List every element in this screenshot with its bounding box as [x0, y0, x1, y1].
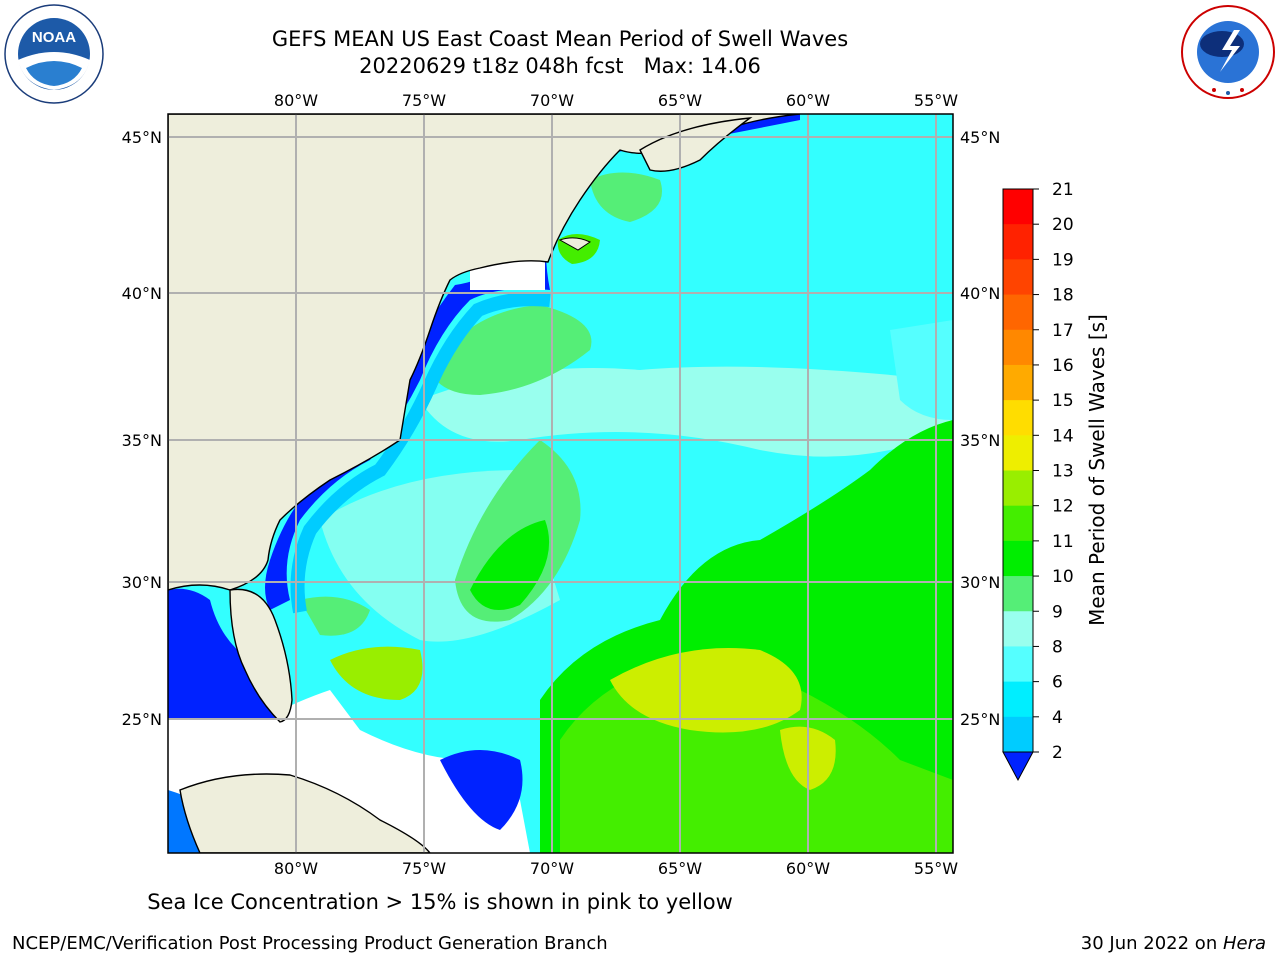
colorbar-segment [1003, 576, 1033, 612]
lat-label-left-4: 25°N [122, 710, 162, 729]
colorbar-tick-label: 18 [1052, 286, 1074, 306]
colorbar-tick-label: 4 [1052, 708, 1063, 728]
land-north-america [168, 114, 801, 591]
title-line-1: GEFS MEAN US East Coast Mean Period of S… [271, 27, 849, 51]
field-green-gulfmaine [590, 172, 662, 222]
noaa-text: NOAA [32, 29, 76, 46]
colorbar-tick-label: 17 [1052, 321, 1074, 341]
colorbar-segment [1003, 681, 1033, 718]
colorbar-segment [1003, 716, 1033, 753]
field-band-8s [420, 366, 953, 457]
footer-date: 30 Jun 2022 on Hera [1081, 933, 1266, 954]
colorbar-segment [1003, 611, 1033, 647]
lat-label-left-3: 30°N [122, 573, 162, 592]
field-blue-hispaniola [440, 750, 523, 830]
colorbar-tick-label: 21 [1052, 180, 1074, 200]
lon-label-top-3: 65°W [658, 91, 702, 110]
colorbar [1002, 188, 1034, 782]
colorbar-tick-label: 11 [1052, 532, 1074, 552]
colorbar-tick-label: 13 [1052, 462, 1074, 482]
colorbar-segment [1003, 435, 1033, 471]
title-line-2: 20220629 t18z 048h fcst Max: 14.06 [359, 54, 761, 78]
land-cuba [179, 773, 431, 853]
nws-logo-icon [1181, 5, 1275, 99]
colorbar-segment [1003, 470, 1033, 507]
lat-label-right-0: 45°N [960, 128, 1000, 147]
colorbar-label: Mean Period of Swell Waves [s] [1085, 314, 1109, 626]
land-florida [229, 588, 293, 723]
lat-label-left-0: 45°N [122, 128, 162, 147]
lon-label-bottom-1: 75°W [402, 859, 446, 878]
footer-date-text: 30 Jun 2022 on [1080, 933, 1223, 954]
field-blue-gulf [168, 588, 280, 720]
colorbar-tick-label: 6 [1052, 673, 1063, 693]
field-cyan-east [890, 320, 953, 420]
footer-credit: NCEP/EMC/Verification Post Processing Pr… [12, 933, 608, 954]
colorbar-segment [1003, 400, 1033, 436]
colorbar-segment [1003, 294, 1033, 331]
colorbar-segment [1003, 329, 1033, 366]
colorbar-tick-label: 19 [1052, 250, 1074, 270]
colorbar-tick-label: 12 [1052, 497, 1074, 517]
lat-label-right-2: 35°N [960, 431, 1000, 450]
colorbar-tick-label: 15 [1052, 391, 1074, 411]
colorbar-extend-arrow [1002, 751, 1034, 782]
lon-label-top-1: 75°W [402, 91, 446, 110]
sea-ice-caption: Sea Ice Concentration > 15% is shown in … [147, 890, 733, 914]
lon-label-top-2: 70°W [530, 91, 574, 110]
lon-label-bottom-0: 80°W [274, 859, 318, 878]
noaa-logo-icon: NOAA [4, 4, 104, 104]
map-frame [167, 113, 954, 854]
map-field [168, 114, 953, 853]
lon-label-top-0: 80°W [274, 91, 318, 110]
field-cyan-coast [290, 292, 551, 614]
colorbar-tick-label: 8 [1052, 637, 1063, 657]
colorbar-segment [1003, 540, 1033, 577]
field-yellow-patch [610, 648, 802, 733]
lat-label-left-2: 35°N [122, 431, 162, 450]
lon-label-top-4: 60°W [786, 91, 830, 110]
footer-host: Hera [1222, 933, 1266, 954]
lat-label-right-3: 30°N [960, 573, 1000, 592]
land-cape-cod [558, 237, 592, 251]
colorbar-ticks: 21 20 19 18 17 16 15 14 13 12 11 10 9 8 6 4 2 [1033, 180, 1074, 763]
colorbar-segment [1003, 505, 1033, 542]
lon-label-bottom-4: 60°W [786, 859, 830, 878]
lat-label-right-4: 25°N [960, 710, 1000, 729]
lat-label-right-1: 40°N [960, 284, 1000, 303]
colorbar-segment [1003, 189, 1033, 225]
field-green-mid-core [470, 520, 550, 610]
lon-label-bottom-5: 55°W [914, 859, 958, 878]
colorbar-tick-label: 20 [1052, 215, 1074, 235]
colorbar-segment [1003, 259, 1033, 296]
colorbar-tick-label: 9 [1052, 602, 1063, 622]
graticule [168, 114, 953, 853]
field-green-florida [300, 596, 370, 636]
lon-label-bottom-2: 70°W [530, 859, 574, 878]
lon-label-top-5: 55°W [914, 91, 958, 110]
colorbar-segment [1003, 364, 1033, 401]
colorbar-tick-label: 16 [1052, 356, 1074, 376]
lon-label-bottom-3: 65°W [658, 859, 702, 878]
colorbar-segment [1003, 224, 1033, 260]
chart-title: GEFS MEAN US East Coast Mean Period of S… [160, 26, 960, 80]
colorbar-segment [1003, 646, 1033, 683]
colorbar-tick-label: 2 [1052, 743, 1063, 763]
colorbar-tick-label: 10 [1052, 567, 1074, 587]
lat-label-left-1: 40°N [122, 284, 162, 303]
field-yellow-bahamas [330, 646, 423, 700]
colorbar-tick-label: 14 [1052, 426, 1074, 446]
